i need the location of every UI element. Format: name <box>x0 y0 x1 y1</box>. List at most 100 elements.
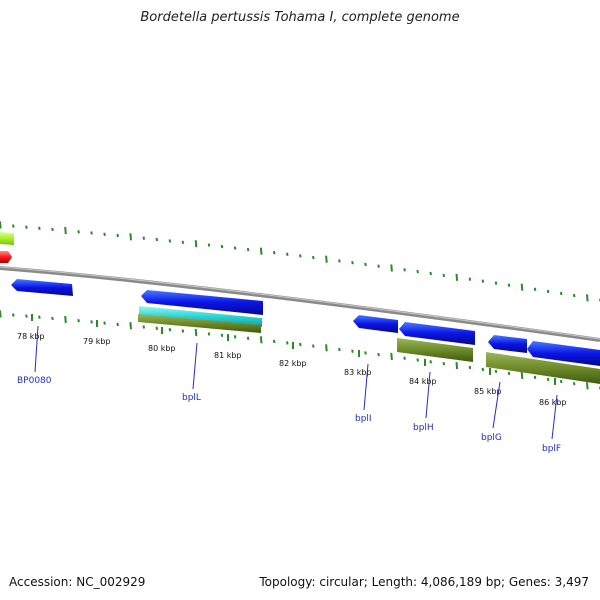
gene-label-bplL[interactable]: bplL <box>182 393 201 403</box>
skew-tick <box>468 365 472 370</box>
skew-tick <box>546 289 550 294</box>
gene-label-bplG[interactable]: bplG <box>481 433 502 443</box>
skew-tick <box>507 371 511 376</box>
skew-tick <box>155 326 159 330</box>
skew-tick <box>390 352 393 360</box>
feature-cyan-bplL[interactable] <box>139 306 262 327</box>
skew-tick <box>38 315 41 319</box>
kbp-label: 85 kbp <box>474 387 502 396</box>
skew-tick <box>520 371 524 379</box>
gene-label-bplH[interactable]: bplH <box>413 423 434 433</box>
skew-tick <box>103 321 106 325</box>
kbp-label: 82 kbp <box>279 359 307 368</box>
gene-label-bplI[interactable]: bplI <box>355 414 372 424</box>
skew-tick <box>129 233 132 241</box>
skew-tick <box>142 325 146 329</box>
skew-tick <box>90 231 93 235</box>
gene-label-bplF[interactable]: bplF <box>542 444 561 454</box>
skew-tick <box>586 294 589 302</box>
skew-tick <box>338 259 341 263</box>
gene-arrow-bplG[interactable] <box>488 335 527 353</box>
skew-tick <box>325 344 328 352</box>
skew-tick <box>51 316 54 321</box>
skew-tick <box>233 335 237 339</box>
skew-tick <box>455 362 459 370</box>
skew-tick <box>220 333 224 337</box>
skew-tick <box>312 255 315 260</box>
skew-tick <box>116 233 119 238</box>
gene-arrow-bplH[interactable] <box>399 322 475 345</box>
skew-tick <box>207 332 211 336</box>
skew-tick <box>90 320 93 324</box>
feature-olive-bplGF[interactable] <box>486 352 600 384</box>
gc-skew-track-lower <box>0 310 600 390</box>
gene-arrow-bplL[interactable] <box>141 290 263 315</box>
skew-tick <box>429 360 432 364</box>
skew-tick <box>259 336 263 344</box>
skew-tick <box>312 344 315 348</box>
genome-backbone <box>0 266 600 342</box>
skew-tick <box>168 239 172 243</box>
gene-arrow-bplI[interactable] <box>353 315 398 333</box>
accession-text: Accession: NC_002929 <box>9 575 146 589</box>
gene-arrow-bplF[interactable] <box>527 341 600 366</box>
gc-skew-track-upper <box>0 221 600 302</box>
skew-tick <box>233 246 237 250</box>
skew-tick <box>272 339 276 344</box>
skew-tick <box>64 315 67 324</box>
skew-tick <box>25 225 28 229</box>
feature-red-edge[interactable] <box>0 251 12 263</box>
feature-olive-bplH[interactable] <box>397 338 473 362</box>
skew-tick <box>246 336 250 340</box>
skew-tick <box>168 328 172 332</box>
kbp-label: 86 kbp <box>539 398 567 407</box>
kbp-label: 84 kbp <box>409 377 437 386</box>
skew-tick <box>481 279 485 283</box>
skew-tick <box>194 240 198 248</box>
skew-tick <box>416 269 419 274</box>
skew-tick <box>494 369 498 374</box>
skew-tick <box>103 232 106 236</box>
skew-tick <box>246 247 250 252</box>
skew-tick <box>77 319 80 323</box>
gene-arrow-bp0080[interactable] <box>11 279 73 296</box>
skew-tick <box>299 254 302 258</box>
skew-tick <box>351 349 354 353</box>
gene-label-bp0080[interactable]: BP0080 <box>17 376 52 386</box>
kbp-label: 83 kbp <box>344 368 372 377</box>
skew-tick <box>455 273 459 281</box>
kbp-label: 78 kbp <box>17 332 45 341</box>
feature-lime-edge[interactable] <box>0 232 14 245</box>
skew-tick <box>442 273 446 278</box>
skew-tick <box>51 227 54 232</box>
skew-tick <box>533 287 537 291</box>
skew-tick <box>181 240 185 244</box>
feature-olive-bplL[interactable] <box>138 314 261 333</box>
skew-tick <box>194 328 198 336</box>
skew-tick <box>116 322 119 327</box>
skew-tick <box>520 283 524 291</box>
skew-tick <box>533 375 537 380</box>
skew-tick <box>403 356 406 360</box>
skew-tick <box>0 310 2 318</box>
skew-tick <box>325 255 328 263</box>
genome-summary-text: Topology: circular; Length: 4,086,189 bp… <box>259 575 589 589</box>
skew-tick <box>468 277 472 281</box>
skew-tick <box>25 314 28 318</box>
skew-tick <box>64 227 67 235</box>
skew-tick <box>77 230 80 234</box>
kbp-ticks <box>31 314 556 385</box>
gene-leader-lines <box>34 325 558 440</box>
skew-tick <box>286 341 289 345</box>
skew-tick <box>299 342 302 347</box>
map-title: Bordetella pertussis Tohama I, complete … <box>140 10 460 25</box>
skew-tick <box>12 224 15 228</box>
skew-tick <box>416 358 419 362</box>
skew-tick <box>142 236 146 240</box>
skew-tick <box>377 352 380 357</box>
skew-tick <box>494 281 498 285</box>
skew-tick <box>572 293 576 298</box>
skew-tick <box>155 237 159 242</box>
kbp-label: 79 kbp <box>83 337 111 346</box>
